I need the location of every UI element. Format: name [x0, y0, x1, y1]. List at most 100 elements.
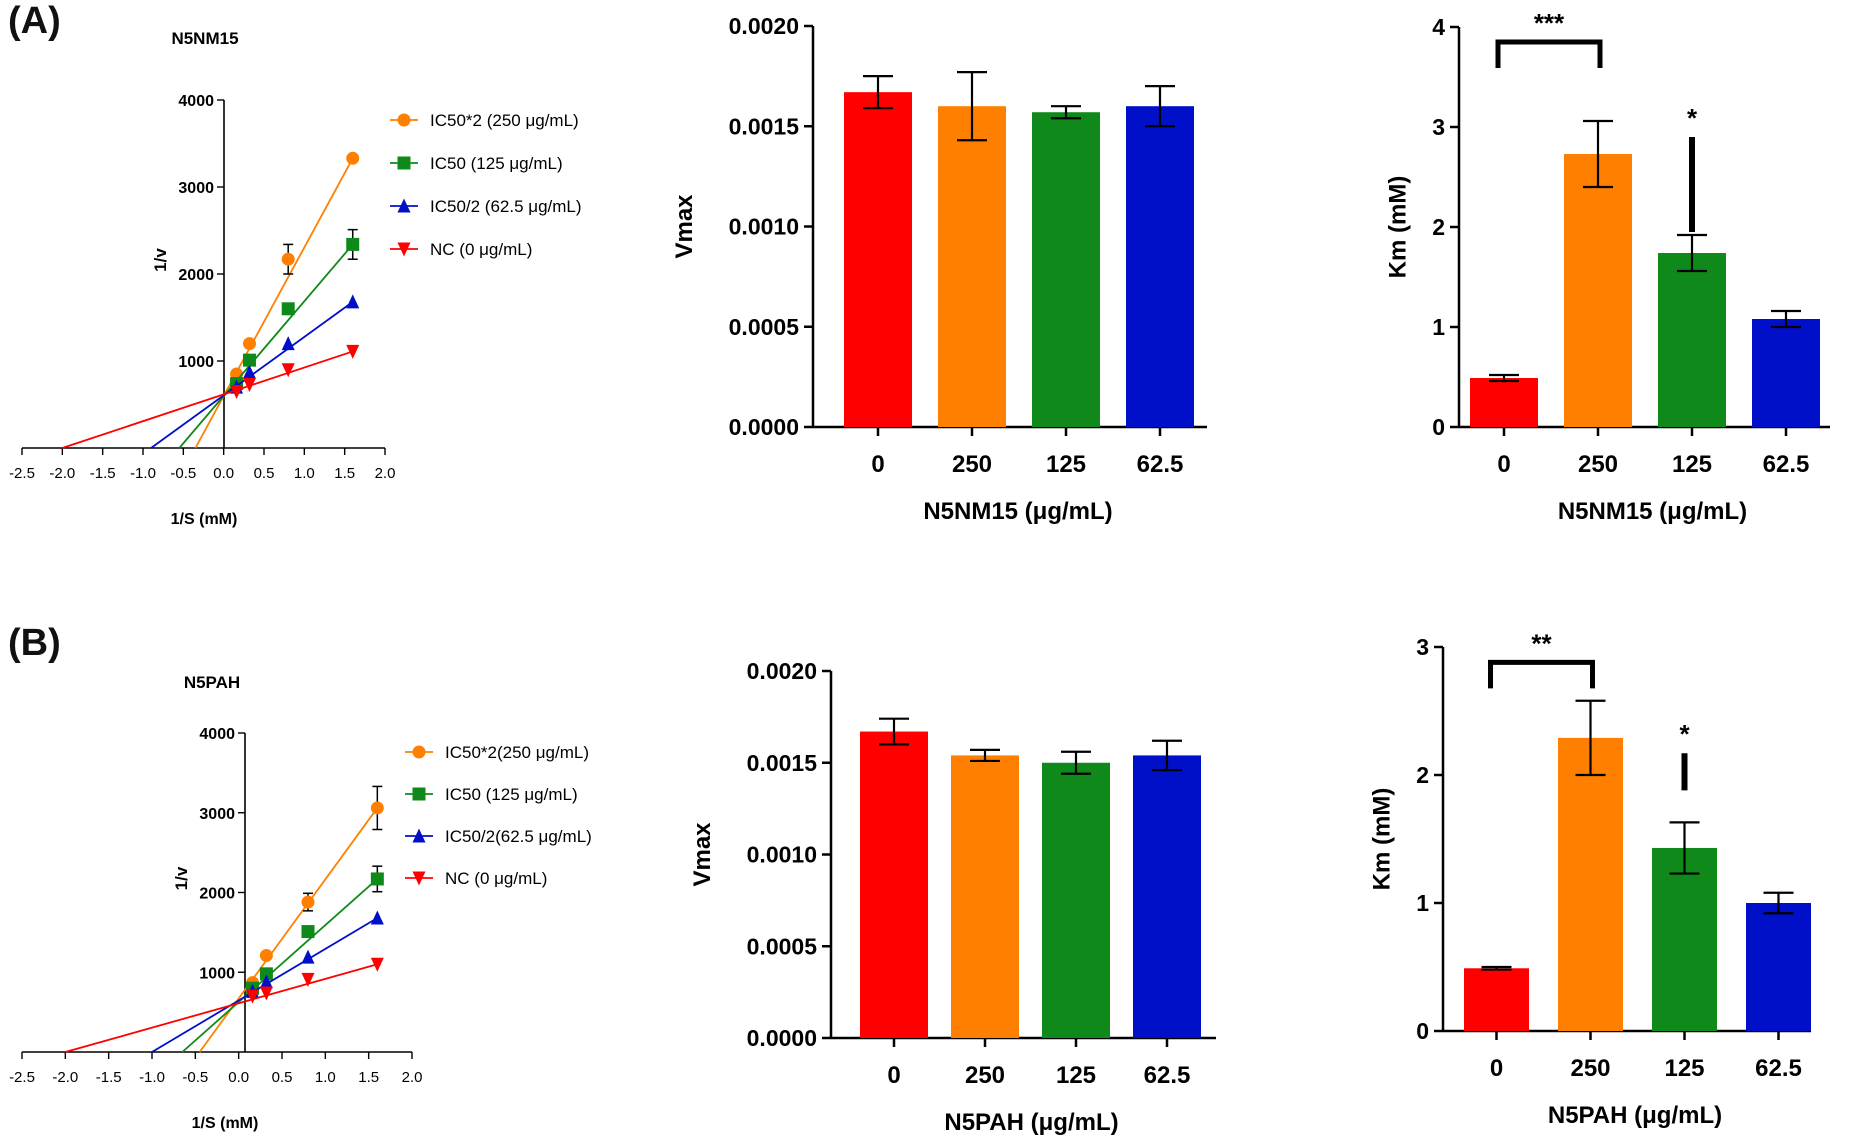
x-tick-label: 0 — [1497, 451, 1510, 478]
legend-marker — [412, 828, 426, 843]
y-axis-label: Vmax — [689, 822, 716, 887]
y-tick-label: 0.0005 — [747, 933, 818, 959]
y-tick-label: 0.0010 — [729, 214, 799, 240]
legend-entry: NC (0 μg/mL) — [390, 240, 532, 259]
x-tick-label: -2.5 — [9, 1069, 35, 1086]
legend-marker — [412, 745, 426, 759]
series-1 — [178, 228, 360, 449]
y-tick-label: 0.0010 — [747, 842, 817, 868]
legend-label: NC (0 μg/mL) — [445, 869, 547, 888]
y-tick-label: 1000 — [199, 965, 235, 982]
y-tick-label: 2000 — [178, 267, 214, 284]
x-tick-label: 1.5 — [358, 1069, 379, 1086]
x-tick-label: 0.5 — [254, 465, 275, 482]
legend-marker — [397, 198, 411, 213]
data-point — [259, 949, 273, 963]
y-tick-label: 1 — [1416, 890, 1429, 916]
bar-0 — [1470, 378, 1538, 427]
data-point — [242, 364, 256, 379]
y-axis-label: Km (mM) — [1369, 788, 1396, 891]
bar-0 — [1464, 968, 1529, 1031]
data-point — [259, 986, 273, 1001]
y-tick-label: 1 — [1432, 314, 1445, 340]
data-point — [242, 353, 256, 367]
data-point — [242, 337, 256, 351]
series-3 — [65, 957, 384, 1053]
x-tick-label: 0.5 — [272, 1069, 293, 1086]
x-tick-label: 1.0 — [294, 465, 315, 482]
x-axis-label: 1/S (mM) — [192, 1115, 259, 1132]
legend-label: IC50*2(250 μg/mL) — [445, 743, 589, 762]
significance-label: ** — [1531, 628, 1552, 658]
x-axis-label: N5NM15 (μg/mL) — [1558, 498, 1747, 525]
x-tick-label: -1.0 — [130, 465, 156, 482]
x-tick-label: -1.5 — [96, 1069, 122, 1086]
significance-bracket — [1488, 659, 1595, 689]
data-point — [370, 801, 384, 815]
x-tick-label: -2.0 — [49, 465, 75, 482]
lineweaver-plot-B-lb: -2.5 -2.0 -1.5 -1.0 -0.5 0.0 0.5 1.0 1.5 2.0 1000 2… — [9, 673, 592, 1132]
x-tick-label: 250 — [965, 1062, 1005, 1089]
y-tick-label: 2000 — [199, 886, 235, 903]
legend-entry: IC50*2 (250 μg/mL) — [390, 111, 579, 130]
legend-marker — [412, 871, 426, 886]
y-axis-label: Vmax — [671, 194, 698, 259]
bar-chart-A-vmax: 0.0000 0.0005 0.0010 0.0015 0.0020 Vmax 0 250 12… — [671, 13, 1207, 525]
x-tick-label: 1.5 — [334, 465, 355, 482]
y-tick-label: 0.0020 — [729, 13, 799, 39]
fit-line — [65, 963, 378, 1053]
significance-label: *** — [1534, 8, 1565, 38]
data-point — [281, 302, 295, 316]
legend-label: IC50 (125 μg/mL) — [430, 154, 563, 173]
bar-125 — [1658, 253, 1726, 427]
y-tick-label: 0.0015 — [747, 750, 818, 776]
y-tick-label: 0.0020 — [747, 658, 817, 684]
x-tick-label: -1.5 — [90, 465, 116, 482]
significance-label: * — [1679, 719, 1690, 749]
legend-entry: IC50*2(250 μg/mL) — [405, 743, 589, 762]
x-tick-label: 250 — [952, 451, 992, 478]
bar-250 — [938, 106, 1006, 427]
series-3 — [62, 344, 360, 449]
legend-entry: IC50/2 (62.5 μg/mL) — [390, 197, 582, 216]
bar-125 — [1032, 112, 1100, 427]
y-tick-label: 3000 — [178, 180, 214, 197]
y-tick-label: 1000 — [178, 354, 214, 371]
data-point — [242, 377, 256, 392]
y-tick-label: 0.0000 — [729, 414, 799, 440]
data-point — [281, 363, 295, 378]
y-tick-label: 0.0015 — [729, 113, 800, 139]
legend-marker — [397, 113, 411, 127]
legend-marker — [412, 787, 426, 801]
bar-chart-B-vmax: 0.0000 0.0005 0.0010 0.0015 0.0020 Vmax 0 250 12… — [689, 658, 1216, 1136]
x-tick-label: -1.0 — [139, 1069, 165, 1086]
significance-bracket — [1495, 39, 1603, 68]
x-tick-label: 62.5 — [1137, 451, 1184, 478]
legend-entry: NC (0 μg/mL) — [405, 869, 547, 888]
legend-entry: IC50 (125 μg/mL) — [390, 154, 563, 173]
fit-line — [181, 878, 378, 1053]
fit-line — [62, 350, 354, 449]
y-tick-label: 3000 — [199, 806, 235, 823]
data-point — [281, 336, 295, 351]
data-point — [346, 344, 360, 359]
data-point — [370, 957, 384, 972]
x-tick-label: 0.0 — [213, 465, 234, 482]
x-tick-label: 125 — [1056, 1062, 1096, 1089]
data-point — [346, 294, 360, 309]
x-tick-label: 62.5 — [1763, 451, 1810, 478]
bar-125 — [1652, 847, 1717, 1031]
chart-title: N5PAH — [184, 673, 240, 692]
x-tick-label: 0 — [871, 451, 884, 478]
data-point — [301, 895, 315, 909]
y-axis-label: Km (mM) — [1385, 176, 1412, 279]
data-point — [246, 989, 260, 1004]
chart-title: N5NM15 — [171, 29, 238, 48]
data-point — [346, 151, 360, 165]
legend-label: IC50/2 (62.5 μg/mL) — [430, 197, 582, 216]
bar-250 — [951, 755, 1019, 1038]
data-point — [301, 949, 315, 964]
legend-label: NC (0 μg/mL) — [430, 240, 532, 259]
x-axis-label: 1/S (mM) — [171, 511, 238, 528]
